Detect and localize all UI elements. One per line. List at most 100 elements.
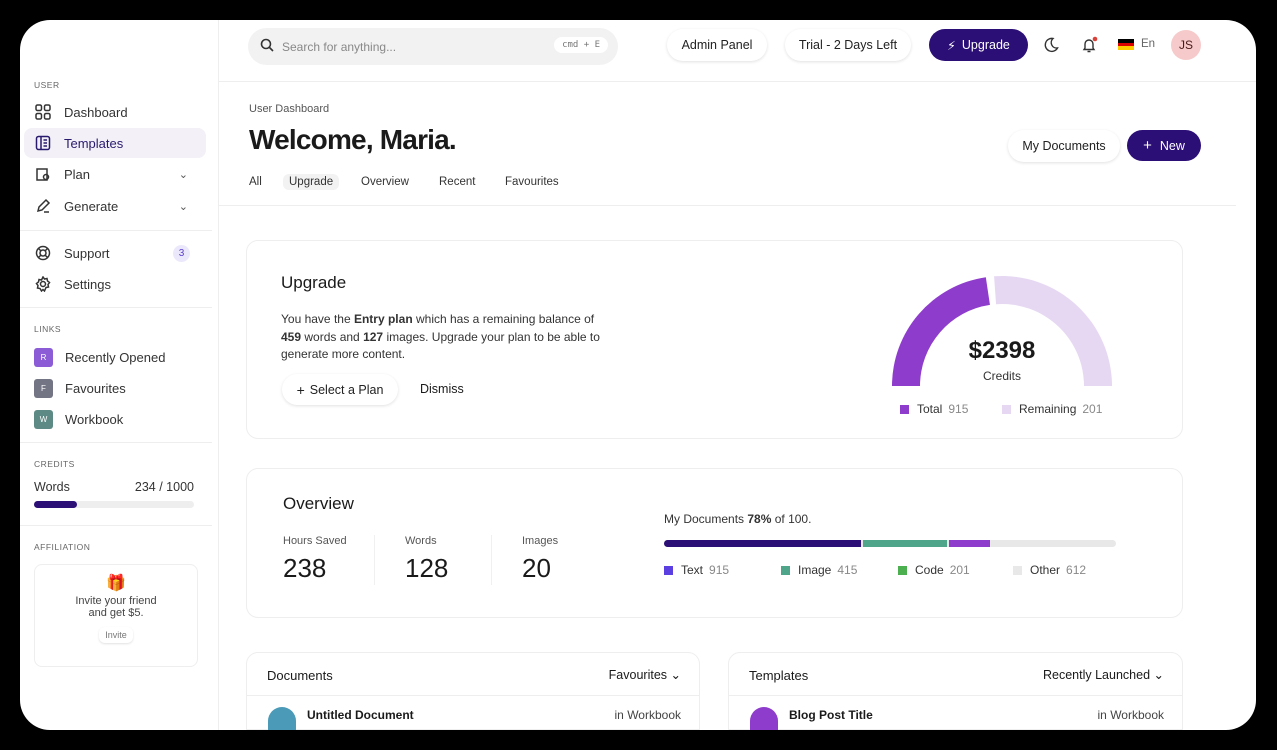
legend-label: Other [1030, 563, 1061, 577]
tab-all[interactable]: All [249, 176, 262, 188]
gauge-value: $2398 [968, 337, 1036, 364]
upgrade-label: Upgrade [961, 38, 1010, 52]
stat-1: Words 128 [405, 535, 448, 584]
upgrade-title: Upgrade [281, 273, 347, 292]
text: My Documents [664, 512, 748, 526]
chevron-down-icon: ⌄ [178, 200, 188, 213]
upgrade-button[interactable]: ⚡︎ Upgrade [929, 29, 1028, 61]
documents-percent: 78% [747, 512, 772, 526]
chevron-down-icon: ⌄ [178, 168, 188, 181]
sidebar-item-support[interactable]: Support 3 [24, 238, 206, 268]
legend-value: 915 [948, 402, 969, 416]
legend-label: Remaining [1019, 402, 1077, 416]
credits-gauge [892, 276, 1112, 386]
text: generate more content. [281, 347, 406, 361]
sidebar-item-settings[interactable]: Settings [24, 269, 206, 299]
text: which has a remaining balance of [412, 312, 595, 326]
sidebar-link-favourites[interactable]: F Favourites [24, 373, 206, 403]
divider [20, 230, 212, 231]
search-input[interactable]: Search for anything... cmd + E [248, 28, 618, 65]
link-label: Workbook [65, 411, 124, 427]
filter-label: Favourites [608, 668, 668, 682]
template-name[interactable]: Blog Post Title [789, 708, 873, 722]
legend-value: 915 [709, 563, 730, 577]
select-plan-label: Select a Plan [309, 382, 384, 397]
legend-label: Text [681, 563, 704, 577]
sidebar-item-generate[interactable]: Generate ⌄ [24, 191, 206, 221]
new-label: New [1159, 138, 1185, 153]
stat-2: Images 20 [522, 535, 558, 584]
search-icon [260, 38, 274, 55]
sidebar-item-label: Plan [64, 166, 91, 182]
sidebar-item-plan[interactable]: Plan ⌄ [24, 159, 206, 189]
gauge-arc-remaining [994, 276, 1112, 386]
avatar[interactable]: JS [1171, 30, 1201, 60]
my-documents-button[interactable]: My Documents [1008, 130, 1120, 162]
credits-progress-bar [34, 501, 194, 508]
tab-upgrade[interactable]: Upgrade [283, 174, 340, 190]
legend-swatch [1013, 565, 1022, 575]
section-label-credits: CREDITS [34, 459, 75, 469]
stat-value: 20 [522, 553, 551, 583]
section-label-affiliation: AFFILIATION [34, 542, 91, 552]
sidebar: USER Dashboard Templates Plan ⌄ Generate ⌄… [20, 20, 219, 730]
support-count-badge: 3 [173, 244, 190, 262]
pen-icon [34, 197, 52, 215]
sidebar-item-dashboard[interactable]: Dashboard [24, 97, 206, 127]
sidebar-link-workbook[interactable]: W Workbook [24, 404, 206, 434]
document-location: in Workbook [614, 708, 681, 722]
sidebar-item-label: Support [64, 245, 110, 261]
usage-segment-code [949, 540, 990, 547]
sidebar-item-label: Settings [64, 276, 111, 292]
divider [247, 695, 699, 696]
affiliation-card: 🎁 Invite your friend and get $5. Invite [34, 564, 198, 667]
sidebar-item-templates[interactable]: Templates [24, 128, 206, 158]
main-content: User Dashboard Welcome, Maria. My Docume… [219, 82, 1256, 730]
link-letter-icon: W [34, 409, 53, 429]
document-name[interactable]: Untitled Document [307, 708, 414, 722]
documents-filter-dropdown[interactable]: Favourites ⌄ [609, 667, 681, 682]
tab-favourites[interactable]: Favourites [505, 176, 559, 188]
germany-flag-icon[interactable] [1118, 39, 1134, 51]
text: You have the [281, 312, 354, 326]
legend-label: Total [917, 402, 943, 416]
tab-recent[interactable]: Recent [439, 176, 476, 188]
legend-value: 415 [837, 563, 858, 577]
sidebar-link-recently-opened[interactable]: R Recently Opened [24, 342, 206, 372]
breadcrumb: User Dashboard [249, 103, 330, 115]
admin-panel-button[interactable]: Admin Panel [667, 29, 767, 61]
stat-divider [374, 535, 375, 585]
upgrade-description: You have the Entry plan which has a rema… [281, 311, 641, 364]
select-plan-button[interactable]: + Select a Plan [282, 374, 398, 405]
document-avatar [268, 707, 296, 730]
bell-icon[interactable] [1081, 36, 1099, 59]
stat-value: 238 [283, 553, 327, 583]
legend-label: Image [798, 563, 832, 577]
trial-button[interactable]: Trial - 2 Days Left [785, 29, 911, 61]
link-label: Favourites [65, 380, 126, 396]
template-avatar [750, 707, 778, 730]
plus-icon: + [1143, 137, 1152, 154]
documents-usage-text: My Documents 78% of 100. [664, 512, 811, 526]
stat-value: 128 [405, 553, 449, 583]
tab-overview[interactable]: Overview [361, 176, 409, 188]
legend-swatch [781, 565, 790, 575]
new-button[interactable]: + New [1127, 130, 1201, 161]
text: images. Upgrade your plan to be able to [383, 329, 600, 344]
invite-button[interactable]: Invite [99, 627, 133, 643]
divider [20, 307, 212, 308]
moon-icon[interactable] [1043, 37, 1059, 58]
page-title: Welcome, Maria. [249, 124, 457, 155]
stat-0: Hours Saved 238 [283, 535, 347, 584]
legend-code: Code 201 [898, 563, 970, 577]
words-count: 459 [281, 329, 302, 344]
stat-label: Images [522, 535, 559, 547]
templates-filter-dropdown[interactable]: Recently Launched ⌄ [1043, 667, 1164, 682]
language-label[interactable]: En [1141, 38, 1156, 50]
legend-value: 612 [1066, 563, 1087, 577]
usage-segment-text [664, 540, 861, 547]
divider [729, 695, 1182, 696]
dismiss-button[interactable]: Dismiss [420, 382, 464, 396]
documents-usage-bar [664, 540, 1116, 547]
section-label-user: USER [34, 80, 60, 90]
